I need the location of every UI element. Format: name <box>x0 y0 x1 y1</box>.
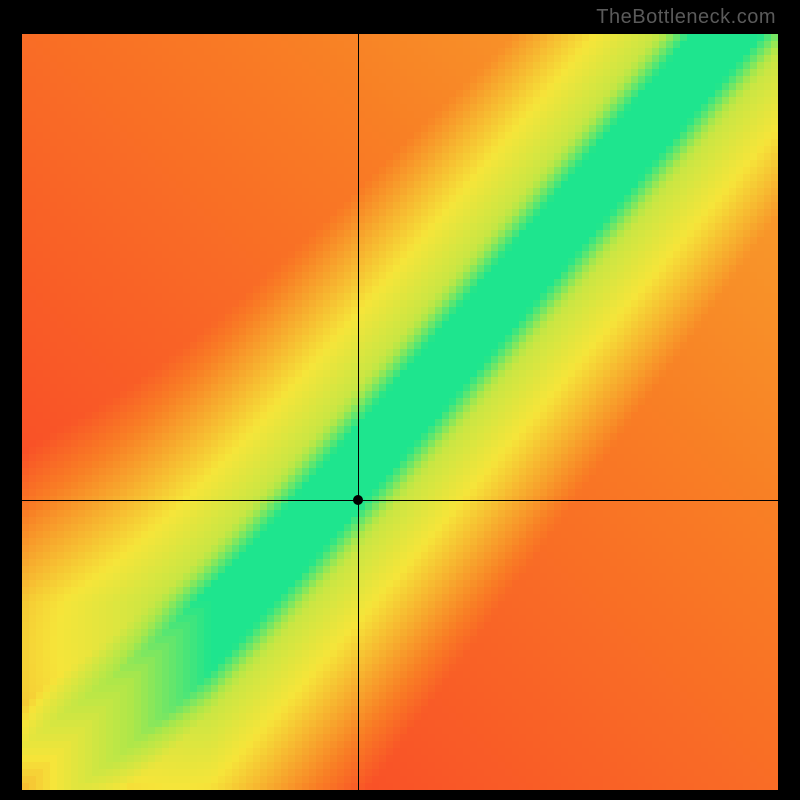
crosshair-horizontal <box>22 500 778 501</box>
watermark-text: TheBottleneck.com <box>596 6 776 29</box>
heatmap-canvas <box>22 34 778 790</box>
marker-dot <box>353 495 363 505</box>
crosshair-vertical <box>358 34 359 790</box>
root-container: TheBottleneck.com <box>0 0 800 800</box>
heatmap-plot <box>22 34 778 790</box>
